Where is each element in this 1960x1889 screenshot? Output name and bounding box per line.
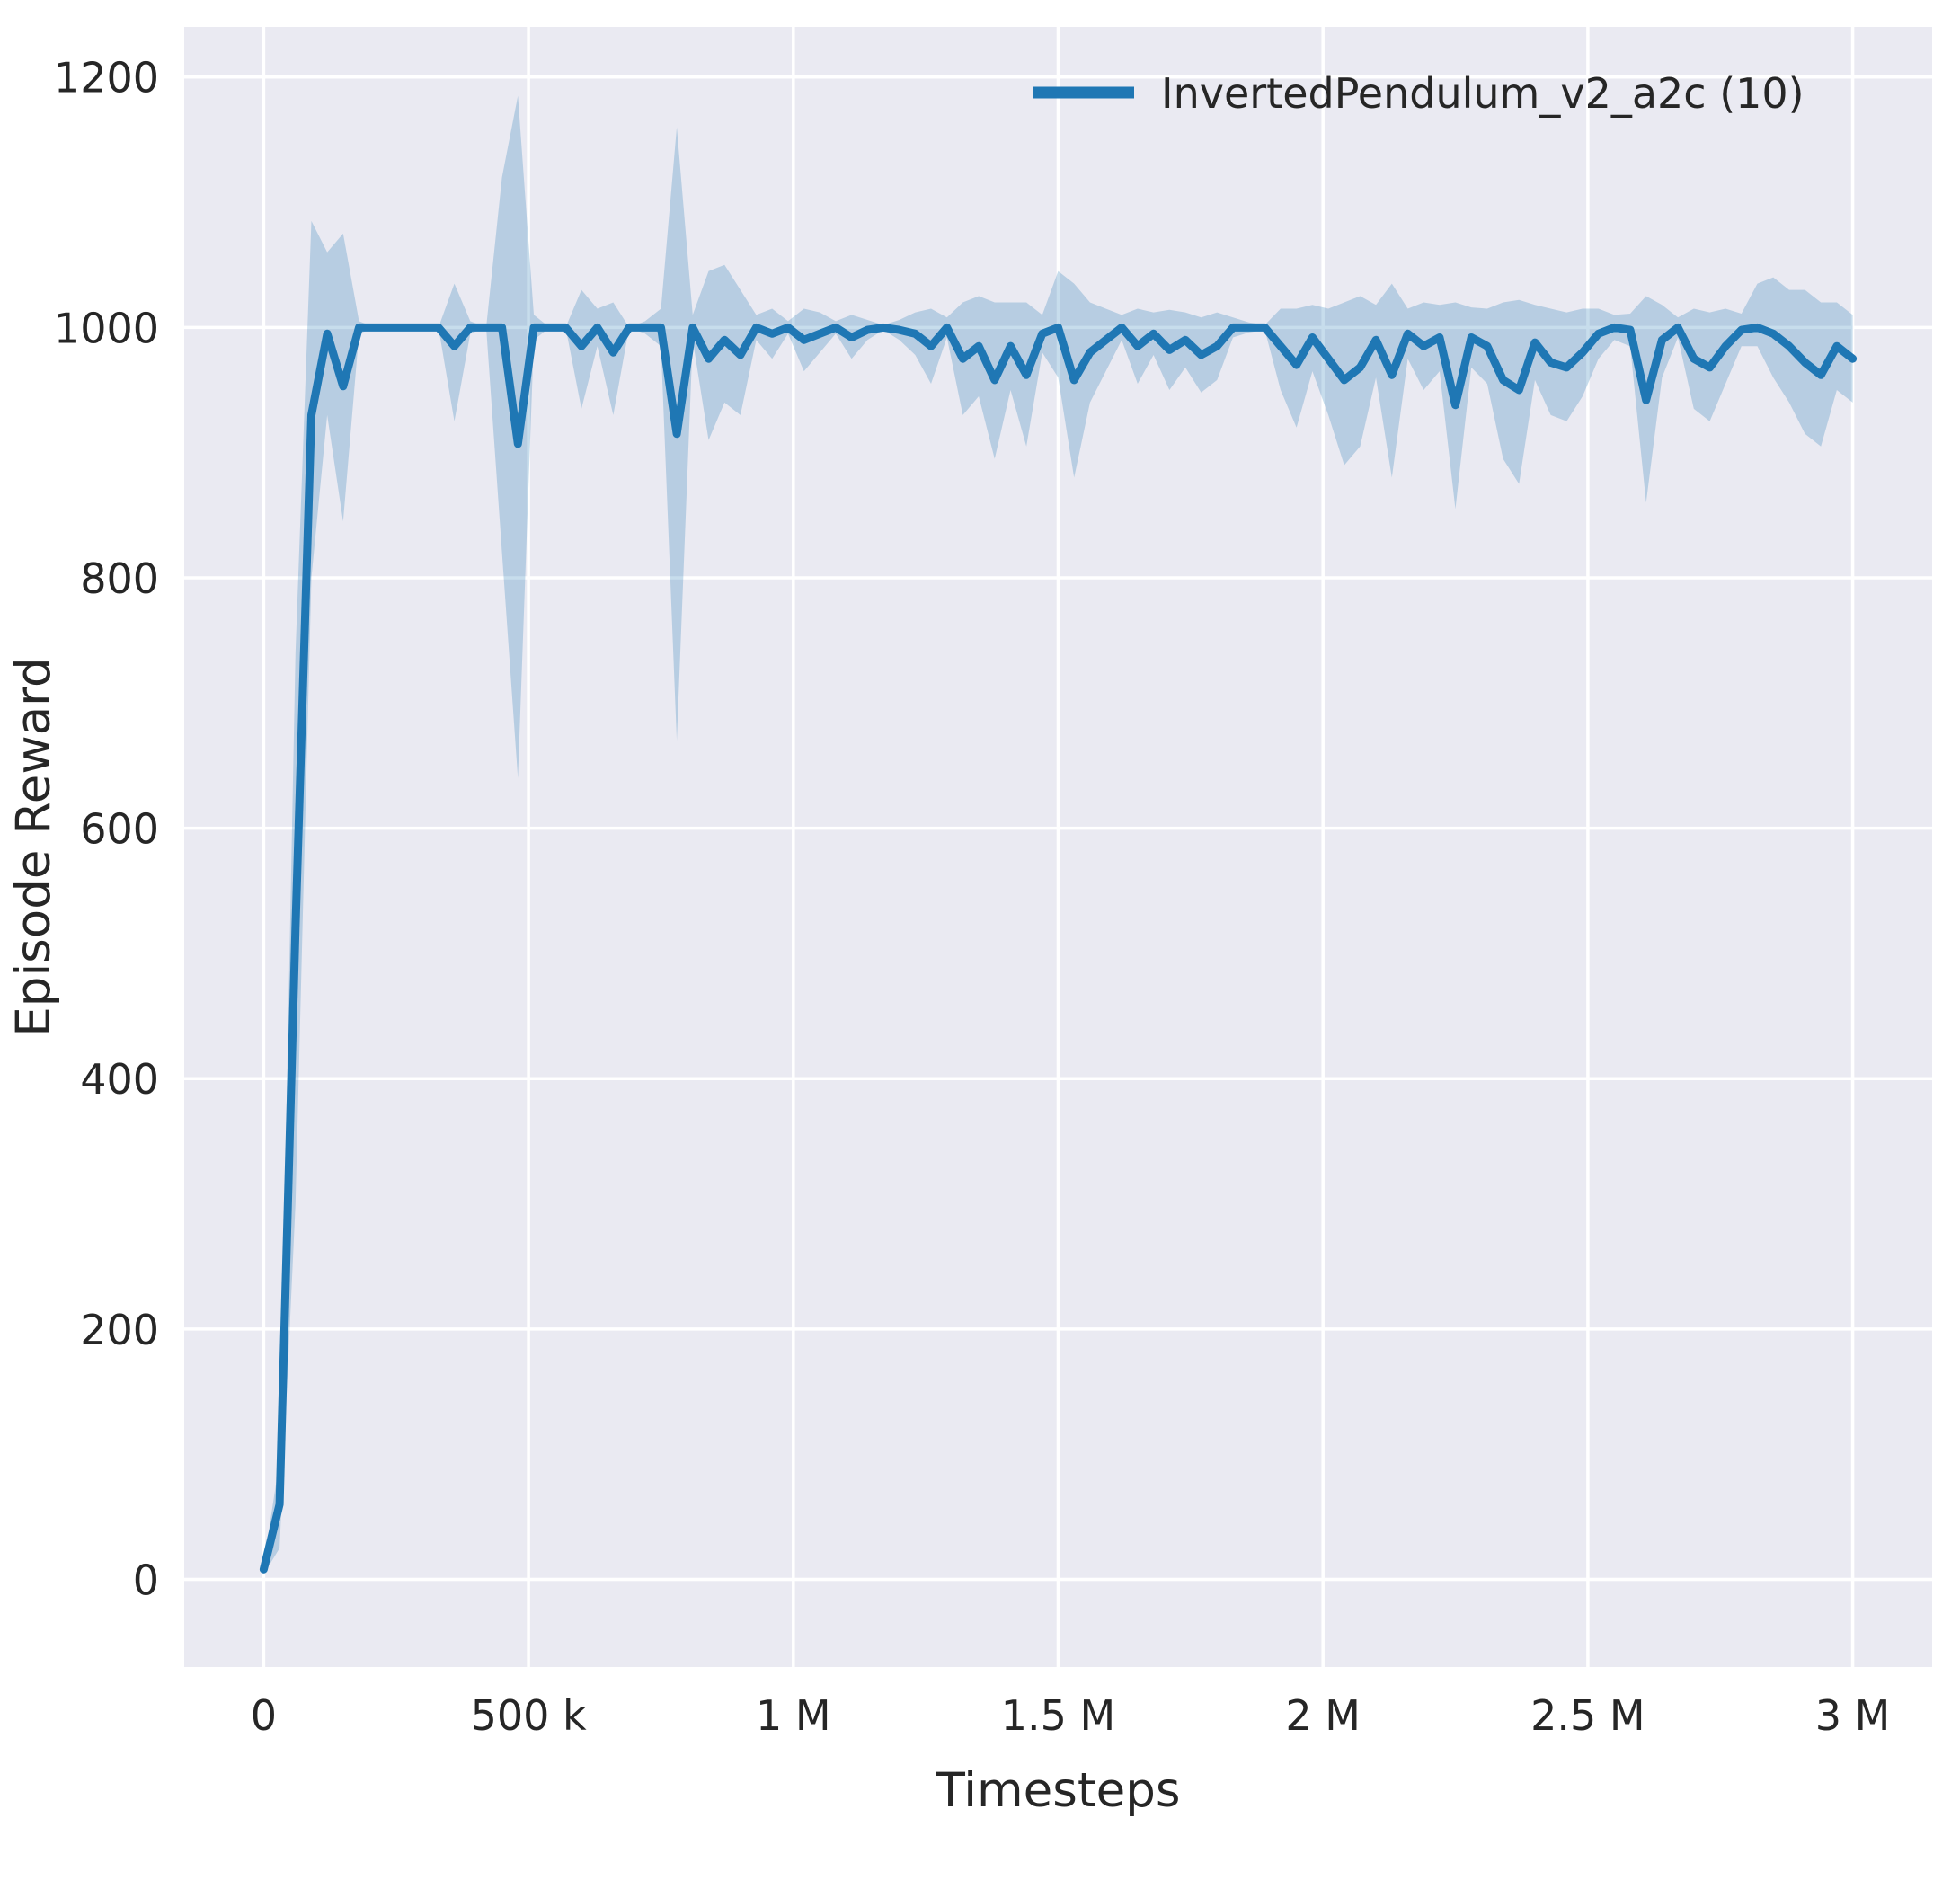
tick-label: 1200	[54, 54, 159, 102]
legend-entry-label: InvertedPendulum_v2_a2c (10)	[1161, 69, 1805, 118]
grid-lines	[184, 27, 1932, 1667]
tick-label: 0	[251, 1691, 277, 1740]
confidence-band	[263, 95, 1853, 1574]
tick-label: 1.5 M	[1001, 1691, 1115, 1740]
tick-label: 200	[80, 1306, 159, 1354]
y-axis-label: Episode Reward	[6, 657, 61, 1036]
tick-label: 1 M	[756, 1691, 831, 1740]
tick-label: 600	[80, 805, 159, 854]
y-tick-labels: 0 200 400 600 800 1000 1200	[54, 54, 159, 1605]
tick-label: 500 k	[471, 1691, 587, 1740]
tick-label: 0	[133, 1556, 159, 1604]
series-line	[259, 323, 1858, 1574]
tick-label: 1000	[54, 304, 159, 352]
tick-label: 800	[80, 554, 159, 603]
tick-label: 3 M	[1815, 1691, 1891, 1740]
tick-label: 2.5 M	[1530, 1691, 1645, 1740]
legend: InvertedPendulum_v2_a2c (10)	[1033, 69, 1805, 118]
tick-label: 400	[80, 1055, 159, 1104]
x-axis-label: Timesteps	[936, 1763, 1181, 1818]
x-tick-labels: 0 500 k 1 M 1.5 M 2 M 2.5 M 3 M	[251, 1691, 1891, 1740]
tick-label: 2 M	[1285, 1691, 1361, 1740]
